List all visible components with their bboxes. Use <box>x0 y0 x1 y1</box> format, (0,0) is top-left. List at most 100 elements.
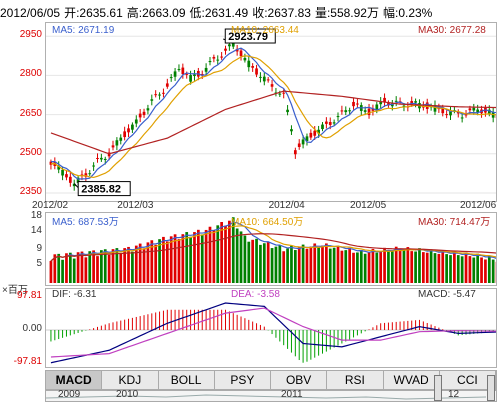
price-candle[interactable] <box>96 153 99 163</box>
price-candle[interactable] <box>344 106 348 116</box>
price-candle[interactable] <box>181 63 185 79</box>
volume-bar[interactable] <box>262 243 266 283</box>
price-candle[interactable] <box>165 78 169 89</box>
volume-bar[interactable] <box>53 254 57 283</box>
volume-bar[interactable] <box>484 259 487 283</box>
price-candle[interactable] <box>270 79 274 92</box>
volume-bar[interactable] <box>290 245 293 283</box>
volume-bar[interactable] <box>127 246 130 283</box>
price-candle[interactable] <box>72 179 76 191</box>
volume-bar[interactable] <box>100 250 103 283</box>
volume-bar[interactable] <box>154 244 158 283</box>
volume-bar[interactable] <box>119 253 123 283</box>
volume-bars-svg[interactable] <box>46 213 499 285</box>
price-candle[interactable] <box>239 48 243 61</box>
volume-bar[interactable] <box>173 234 177 283</box>
volume-bar[interactable] <box>239 231 243 283</box>
price-candle[interactable] <box>359 102 363 116</box>
price-candle[interactable] <box>259 72 262 83</box>
tab-psy[interactable]: PSY <box>215 371 271 389</box>
tab-boll[interactable]: BOLL <box>159 371 215 389</box>
volume-bar[interactable] <box>449 255 452 283</box>
navigator-left-handle[interactable] <box>434 375 442 401</box>
volume-bar[interactable] <box>92 250 95 283</box>
volume-bar[interactable] <box>356 252 359 283</box>
price-candle[interactable] <box>111 140 115 151</box>
volume-bar[interactable] <box>456 255 460 283</box>
price-candle[interactable] <box>367 103 371 119</box>
price-candle[interactable] <box>356 99 359 108</box>
volume-bar[interactable] <box>309 246 313 283</box>
volume-bar[interactable] <box>297 247 301 283</box>
volume-bar[interactable] <box>429 249 433 283</box>
price-candle[interactable] <box>235 44 239 56</box>
price-candle[interactable] <box>57 161 61 174</box>
volume-bar[interactable] <box>138 243 142 283</box>
volume-bar[interactable] <box>371 248 375 283</box>
price-candle[interactable] <box>146 104 150 115</box>
volume-bar[interactable] <box>49 261 53 283</box>
volume-bar[interactable] <box>150 240 154 283</box>
price-candle[interactable] <box>100 153 103 162</box>
volume-bar[interactable] <box>259 244 262 283</box>
volume-bar[interactable] <box>425 252 429 283</box>
volume-bar[interactable] <box>480 257 483 283</box>
volume-bar[interactable] <box>220 221 223 283</box>
price-candle[interactable] <box>162 88 165 98</box>
volume-bar[interactable] <box>317 247 320 283</box>
volume-bar[interactable] <box>464 252 468 283</box>
volume-bar[interactable] <box>123 248 127 283</box>
price-candle[interactable] <box>387 100 390 108</box>
tab-macd[interactable]: MACD <box>46 371 103 389</box>
volume-bar[interactable] <box>410 251 414 283</box>
volume-bar[interactable] <box>398 250 402 283</box>
volume-bar[interactable] <box>189 236 192 283</box>
volume-bar[interactable] <box>96 256 99 283</box>
volume-bar[interactable] <box>336 245 340 283</box>
price-candle[interactable] <box>68 172 72 187</box>
volume-bar[interactable] <box>76 252 80 283</box>
volume-bar[interactable] <box>247 241 251 283</box>
volume-bar[interactable] <box>344 250 348 283</box>
price-candle[interactable] <box>193 69 196 81</box>
price-candle[interactable] <box>449 106 452 121</box>
price-candle[interactable] <box>65 170 68 181</box>
price-candle[interactable] <box>119 134 123 145</box>
volume-bar[interactable] <box>348 247 352 283</box>
price-candle[interactable] <box>154 90 158 98</box>
volume-bar[interactable] <box>165 241 169 283</box>
price-candle[interactable] <box>216 55 220 65</box>
volume-bar[interactable] <box>433 253 437 283</box>
volume-bar[interactable] <box>142 248 146 283</box>
price-candle[interactable] <box>321 122 324 132</box>
volume-bar[interactable] <box>394 246 398 283</box>
volume-bar[interactable] <box>487 255 491 283</box>
price-candle[interactable] <box>286 105 289 116</box>
volume-bar[interactable] <box>352 252 355 283</box>
volume-bar[interactable] <box>472 257 476 283</box>
price-candle[interactable] <box>138 109 142 123</box>
volume-bar[interactable] <box>390 250 394 283</box>
volume-bar[interactable] <box>460 256 464 283</box>
price-candle[interactable] <box>336 112 340 122</box>
volume-bar[interactable] <box>200 234 204 283</box>
price-candle[interactable] <box>383 93 386 107</box>
volume-bar[interactable] <box>379 251 383 283</box>
price-candle[interactable] <box>274 87 278 97</box>
volume-bar[interactable] <box>111 249 115 283</box>
volume-bar[interactable] <box>61 259 64 283</box>
volume-bar[interactable] <box>169 236 173 283</box>
volume-bar[interactable] <box>359 250 363 283</box>
volume-bar[interactable] <box>115 248 119 283</box>
volume-bar[interactable] <box>235 228 239 283</box>
price-candle[interactable] <box>173 68 177 81</box>
volume-bar[interactable] <box>328 248 332 283</box>
price-candle[interactable] <box>150 94 154 106</box>
volume-bar[interactable] <box>367 252 371 283</box>
volume-bar[interactable] <box>321 245 324 283</box>
volume-bar[interactable] <box>274 246 278 283</box>
volume-bar[interactable] <box>301 244 305 283</box>
price-candle[interactable] <box>127 124 130 138</box>
price-candle[interactable] <box>169 74 173 82</box>
volume-bar[interactable] <box>68 252 72 283</box>
